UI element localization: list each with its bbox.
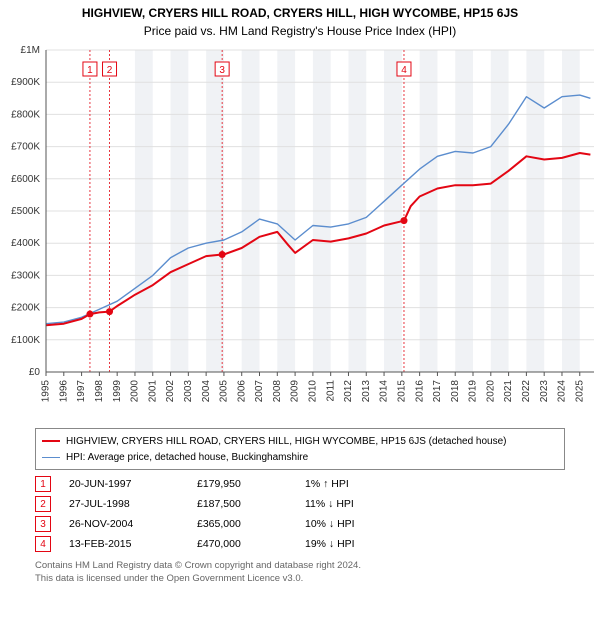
- svg-text:£1M: £1M: [21, 45, 40, 56]
- svg-text:2023: 2023: [539, 380, 550, 403]
- svg-text:2009: 2009: [290, 380, 301, 403]
- svg-text:1999: 1999: [112, 380, 123, 403]
- legend-label: HIGHVIEW, CRYERS HILL ROAD, CRYERS HILL,…: [66, 436, 507, 447]
- svg-text:£900K: £900K: [11, 77, 40, 88]
- svg-text:1: 1: [87, 65, 93, 76]
- svg-text:£500K: £500K: [11, 206, 40, 217]
- svg-text:£700K: £700K: [11, 142, 40, 153]
- svg-text:£200K: £200K: [11, 303, 40, 314]
- svg-text:£0: £0: [29, 367, 41, 378]
- table-row: 2 27-JUL-1998 £187,500 11% ↓ HPI: [35, 494, 565, 514]
- svg-text:1995: 1995: [41, 380, 52, 403]
- svg-text:£600K: £600K: [11, 174, 40, 185]
- svg-text:2007: 2007: [254, 380, 265, 403]
- price-chart: £0 £100K £200K £300K £400K £500K £600K £700K £80…: [0, 42, 600, 422]
- chart-legend: HIGHVIEW, CRYERS HILL ROAD, CRYERS HILL,…: [35, 428, 565, 470]
- svg-text:2011: 2011: [325, 380, 336, 402]
- sale-delta: 19% ↓ HPI: [305, 538, 405, 550]
- svg-text:2003: 2003: [183, 380, 194, 403]
- svg-text:2015: 2015: [396, 380, 407, 403]
- sale-marker-box: 4: [35, 536, 51, 552]
- svg-text:1997: 1997: [76, 380, 87, 403]
- svg-text:2014: 2014: [379, 380, 390, 403]
- sale-marker-box: 2: [35, 496, 51, 512]
- svg-text:2017: 2017: [432, 380, 443, 403]
- svg-text:1996: 1996: [58, 380, 69, 403]
- svg-text:2013: 2013: [361, 380, 372, 403]
- footer-line: This data is licensed under the Open Gov…: [35, 573, 565, 586]
- svg-text:2004: 2004: [201, 380, 212, 403]
- sale-delta: 11% ↓ HPI: [305, 498, 405, 510]
- svg-text:2: 2: [107, 65, 113, 76]
- svg-text:2021: 2021: [503, 380, 514, 403]
- chart-title-block: HIGHVIEW, CRYERS HILL ROAD, CRYERS HILL,…: [0, 0, 600, 42]
- svg-text:2025: 2025: [574, 380, 585, 403]
- legend-label: HPI: Average price, detached house, Buck…: [66, 452, 308, 463]
- svg-text:3: 3: [219, 65, 225, 76]
- svg-text:2024: 2024: [557, 380, 568, 403]
- legend-swatch: [42, 440, 60, 442]
- sale-marker-box: 3: [35, 516, 51, 532]
- sale-date: 26-NOV-2004: [69, 518, 179, 530]
- sale-price: £187,500: [197, 498, 287, 510]
- svg-text:4: 4: [401, 65, 407, 76]
- legend-swatch: [42, 457, 60, 458]
- svg-text:2000: 2000: [130, 380, 141, 403]
- svg-text:2001: 2001: [147, 380, 158, 403]
- svg-text:2002: 2002: [165, 380, 176, 403]
- svg-text:2010: 2010: [308, 380, 319, 403]
- attribution-footer: Contains HM Land Registry data © Crown c…: [35, 560, 565, 586]
- svg-text:£800K: £800K: [11, 109, 40, 120]
- table-row: 4 13-FEB-2015 £470,000 19% ↓ HPI: [35, 534, 565, 554]
- svg-text:2019: 2019: [468, 380, 479, 403]
- svg-text:2008: 2008: [272, 380, 283, 403]
- legend-item: HPI: Average price, detached house, Buck…: [42, 449, 558, 465]
- svg-text:£400K: £400K: [11, 238, 40, 249]
- sale-date: 13-FEB-2015: [69, 538, 179, 550]
- table-row: 3 26-NOV-2004 £365,000 10% ↓ HPI: [35, 514, 565, 534]
- svg-text:£300K: £300K: [11, 270, 40, 281]
- svg-text:2016: 2016: [414, 380, 425, 403]
- svg-text:£100K: £100K: [11, 335, 40, 346]
- sale-price: £365,000: [197, 518, 287, 530]
- table-row: 1 20-JUN-1997 £179,950 1% ↑ HPI: [35, 474, 565, 494]
- sale-date: 20-JUN-1997: [69, 478, 179, 490]
- legend-item: HIGHVIEW, CRYERS HILL ROAD, CRYERS HILL,…: [42, 433, 558, 449]
- svg-text:1998: 1998: [94, 380, 105, 403]
- svg-text:2012: 2012: [343, 380, 354, 403]
- sale-delta: 1% ↑ HPI: [305, 478, 405, 490]
- svg-text:2022: 2022: [521, 380, 532, 403]
- sale-price: £470,000: [197, 538, 287, 550]
- svg-text:2020: 2020: [485, 380, 496, 403]
- svg-text:2005: 2005: [219, 380, 230, 403]
- sale-date: 27-JUL-1998: [69, 498, 179, 510]
- svg-text:2006: 2006: [236, 380, 247, 403]
- svg-text:2018: 2018: [450, 380, 461, 403]
- footer-line: Contains HM Land Registry data © Crown c…: [35, 560, 565, 573]
- sale-delta: 10% ↓ HPI: [305, 518, 405, 530]
- sale-marker-box: 1: [35, 476, 51, 492]
- chart-title: HIGHVIEW, CRYERS HILL ROAD, CRYERS HILL,…: [10, 6, 590, 20]
- sales-table: 1 20-JUN-1997 £179,950 1% ↑ HPI 2 27-JUL…: [35, 474, 565, 554]
- chart-subtitle: Price paid vs. HM Land Registry's House …: [10, 20, 590, 38]
- sale-price: £179,950: [197, 478, 287, 490]
